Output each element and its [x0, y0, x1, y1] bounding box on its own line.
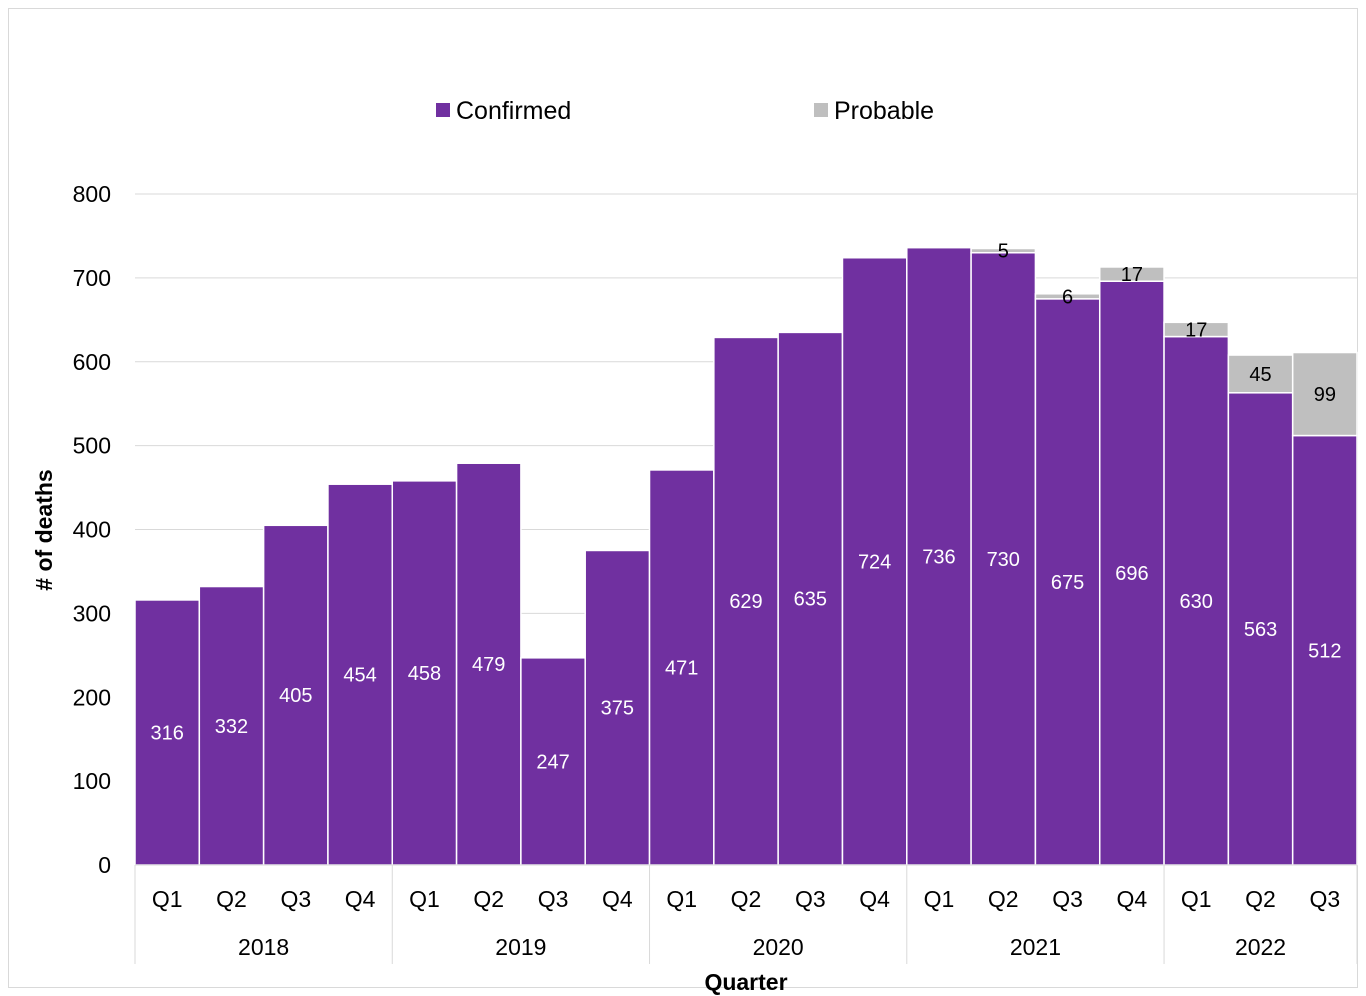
bar-confirmed — [841, 256, 908, 866]
data-label-confirmed: 736 — [922, 546, 955, 568]
year-label: 2022 — [1235, 934, 1286, 960]
data-label-confirmed: 512 — [1308, 640, 1341, 662]
legend-swatch-probable — [814, 103, 828, 117]
bars — [134, 246, 1358, 866]
y-axis-title: # of deaths — [31, 469, 57, 590]
bar-confirmed — [648, 469, 715, 866]
data-label-probable: 99 — [1314, 384, 1336, 406]
x-tick-label: Q3 — [1309, 886, 1340, 912]
bar-confirmed — [198, 585, 265, 866]
data-label-confirmed: 458 — [408, 663, 441, 685]
data-label-confirmed: 730 — [987, 549, 1020, 571]
data-label-probable: 6 — [1062, 286, 1073, 308]
y-tick-label: 200 — [73, 684, 111, 710]
x-tick-label: Q2 — [731, 886, 762, 912]
y-tick-label: 0 — [98, 852, 111, 878]
data-label-probable: 17 — [1121, 264, 1143, 286]
x-tick-label: Q2 — [988, 886, 1019, 912]
data-label-confirmed: 375 — [601, 698, 634, 720]
x-tick-label: Q1 — [1181, 886, 1212, 912]
year-label: 2021 — [1010, 934, 1061, 960]
x-tick-label: Q3 — [795, 886, 826, 912]
bar-confirmed — [327, 483, 394, 866]
data-label-confirmed: 630 — [1180, 591, 1213, 613]
bar-confirmed — [1291, 434, 1358, 866]
legend-label-probable: Probable — [834, 97, 934, 125]
x-tick-label: Q1 — [409, 886, 440, 912]
bar-probable — [1163, 321, 1230, 338]
x-tick-label: Q4 — [602, 886, 633, 912]
data-label-confirmed: 635 — [794, 589, 827, 611]
x-tick-label: Q3 — [280, 886, 311, 912]
data-label-confirmed: 471 — [665, 657, 698, 679]
data-label-confirmed: 332 — [215, 716, 248, 738]
x-tick-label: Q2 — [473, 886, 504, 912]
bar-confirmed — [391, 480, 458, 866]
data-label-probable: 45 — [1249, 364, 1271, 386]
data-label-confirmed: 629 — [729, 591, 762, 613]
year-label: 2020 — [753, 934, 804, 960]
bar-confirmed — [1098, 280, 1165, 866]
axes: 0 100 200 300 400 500 600 700 800 Q1 Q2 Q3 Q4 Q1 Q2 Q3 Q… — [73, 181, 1358, 964]
x-axis-title: Quarter — [704, 969, 787, 995]
x-tick-label: Q1 — [924, 886, 955, 912]
legend: Confirmed Probable — [436, 97, 934, 125]
bar-confirmed — [970, 251, 1037, 866]
y-tick-label: 500 — [73, 433, 111, 459]
data-label-probable: 5 — [998, 241, 1009, 263]
bar-confirmed — [584, 549, 651, 866]
bar-confirmed — [1163, 335, 1230, 866]
data-label-probable: 17 — [1185, 319, 1207, 341]
bar-confirmed — [713, 336, 779, 866]
legend-swatch-confirmed — [436, 103, 450, 117]
bar-probable — [1291, 351, 1358, 437]
data-label-confirmed: 479 — [472, 654, 505, 676]
x-tick-label: Q2 — [1245, 886, 1276, 912]
x-tick-label: Q4 — [1117, 886, 1148, 912]
y-tick-label: 600 — [73, 349, 111, 375]
bar-confirmed — [1034, 298, 1101, 866]
data-label-confirmed: 316 — [150, 722, 183, 744]
legend-label-confirmed: Confirmed — [456, 97, 571, 125]
y-tick-label: 400 — [73, 517, 111, 543]
year-label: 2019 — [495, 934, 546, 960]
bar-confirmed — [1227, 392, 1294, 866]
data-label-confirmed: 724 — [858, 551, 891, 573]
y-tick-label: 300 — [73, 600, 111, 626]
bar-confirmed — [455, 462, 522, 866]
data-label-confirmed: 563 — [1244, 619, 1277, 641]
data-label-confirmed: 675 — [1051, 572, 1084, 594]
bar-probable — [1227, 354, 1294, 394]
bar-probable — [970, 247, 1037, 254]
data-labels: 316 332 405 454 458 479 247 375 471 629 635 724 736 7… — [150, 241, 1341, 774]
x-tick-label: Q1 — [152, 886, 183, 912]
data-label-confirmed: 696 — [1115, 563, 1148, 585]
data-label-confirmed: 454 — [343, 665, 376, 687]
bar-confirmed — [262, 524, 329, 866]
x-tick-label: Q2 — [216, 886, 247, 912]
x-tick-label: Q4 — [345, 886, 376, 912]
y-tick-label: 100 — [73, 768, 111, 794]
x-tick-label: Q1 — [666, 886, 697, 912]
data-label-confirmed: 405 — [279, 685, 312, 707]
x-tick-label: Q3 — [538, 886, 569, 912]
y-tick-label: 700 — [73, 265, 111, 291]
x-tick-label: Q4 — [859, 886, 890, 912]
data-label-confirmed: 247 — [536, 751, 569, 773]
year-label: 2018 — [238, 934, 289, 960]
y-tick-label: 800 — [73, 181, 111, 207]
x-tick-label: Q3 — [1052, 886, 1083, 912]
bar-probable — [1098, 266, 1165, 282]
